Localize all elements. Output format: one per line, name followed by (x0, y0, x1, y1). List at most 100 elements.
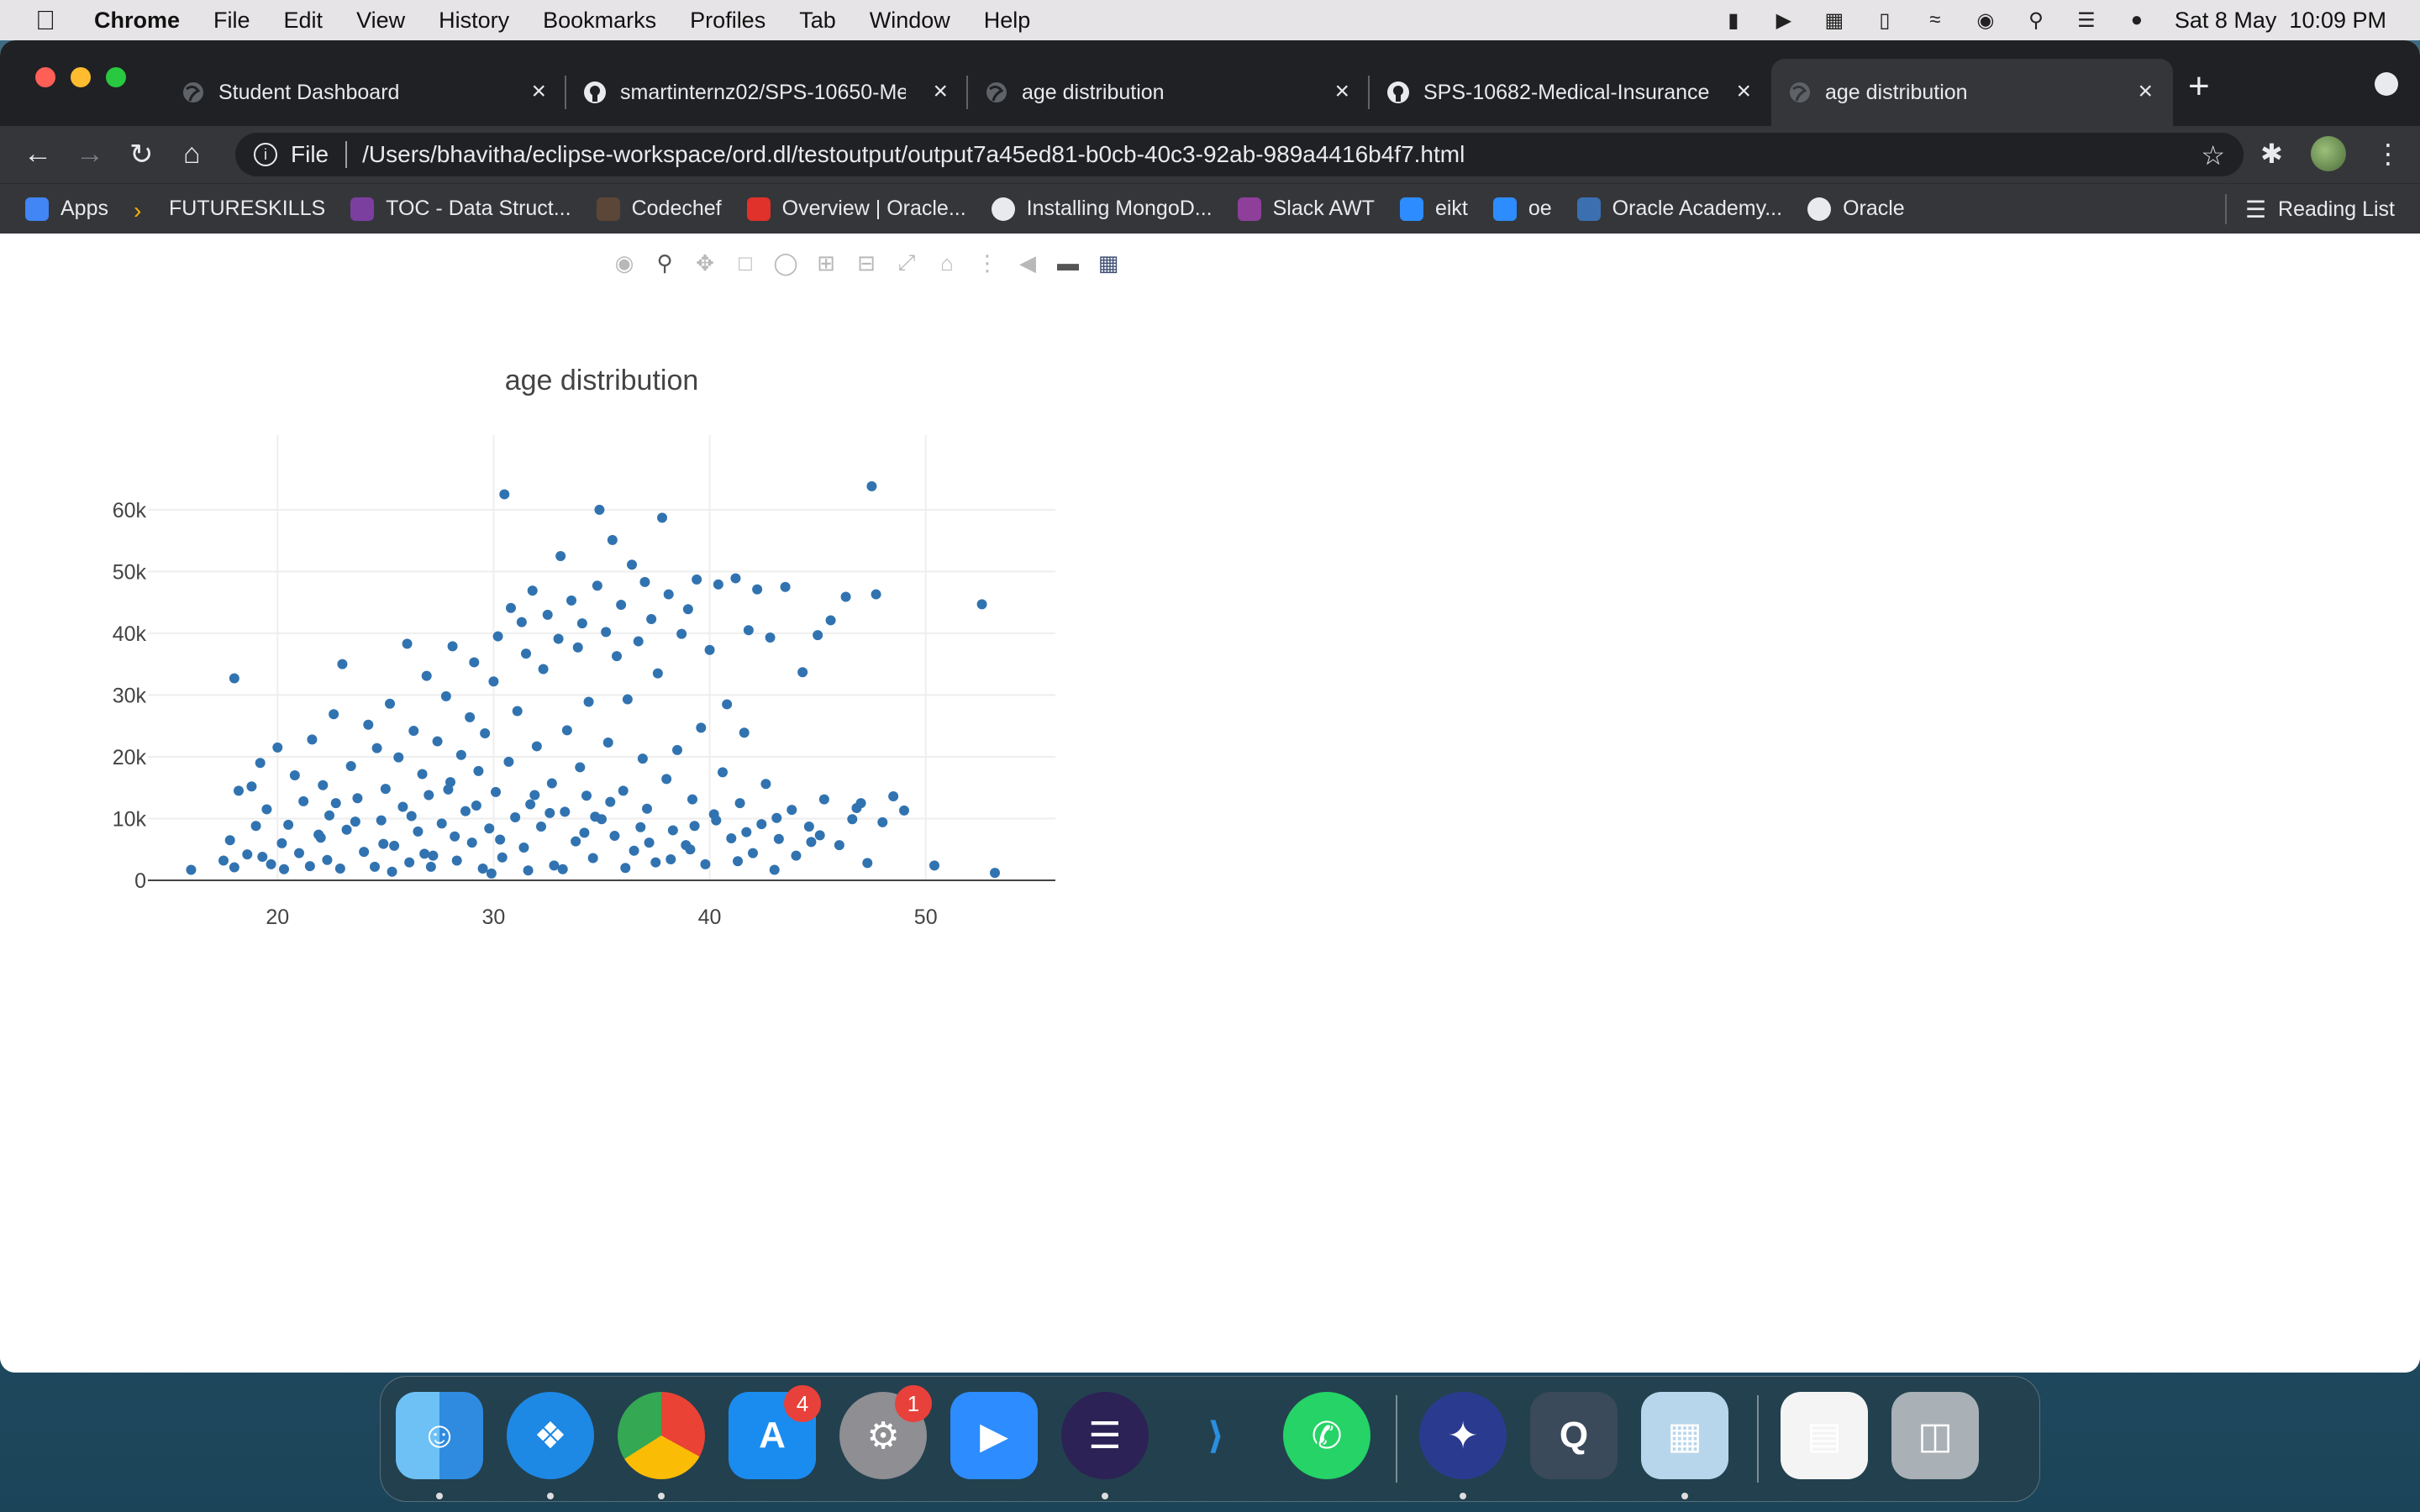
user-icon[interactable]: ◉ (1976, 8, 1995, 32)
scatter-point[interactable] (666, 854, 676, 864)
menu-window[interactable]: Window (869, 7, 950, 33)
scatter-point[interactable] (440, 690, 451, 701)
scatter-point[interactable] (818, 794, 829, 805)
scatter-point[interactable] (350, 816, 360, 827)
zoom-out-icon[interactable]: ⊟ (857, 249, 876, 276)
scatter-point[interactable] (546, 778, 557, 789)
scatter-point[interactable] (713, 579, 723, 590)
scatter-point[interactable] (840, 591, 851, 602)
scatter-point[interactable] (371, 743, 382, 753)
scatter-point[interactable] (536, 822, 546, 832)
scatter-point[interactable] (622, 694, 633, 705)
scatter-point[interactable] (506, 602, 516, 613)
scatter-point[interactable] (847, 814, 858, 825)
search-icon[interactable]: ⚲ (2028, 8, 2044, 32)
scatter-point[interactable] (639, 576, 650, 587)
scatter-point[interactable] (276, 837, 287, 848)
scatter-point[interactable] (406, 811, 417, 822)
scatter-point[interactable] (322, 854, 333, 865)
scatter-point[interactable] (583, 696, 594, 707)
scatter-point[interactable] (234, 785, 244, 796)
scatter-point[interactable] (773, 833, 784, 844)
scatter-point[interactable] (387, 866, 397, 877)
scatter-point[interactable] (609, 831, 620, 842)
scatter-point[interactable] (711, 815, 722, 826)
scatter-point[interactable] (871, 589, 881, 600)
extensions-icon[interactable]: ✱ (2260, 139, 2283, 169)
scatter-point[interactable] (404, 857, 415, 868)
scatter-point[interactable] (814, 830, 825, 841)
zoom-window-button[interactable] (106, 67, 126, 87)
scatter-point[interactable] (592, 580, 602, 591)
scatter-point[interactable] (605, 796, 616, 807)
scatter-point[interactable] (689, 821, 700, 832)
scatter-point[interactable] (363, 719, 374, 730)
scatter-point[interactable] (424, 790, 434, 801)
scatter-point[interactable] (566, 595, 576, 606)
calendar-icon[interactable]: ▦ (1824, 8, 1844, 32)
scatter-point[interactable] (186, 864, 197, 875)
tab-close-icon[interactable]: × (2138, 77, 2153, 105)
scatter-point[interactable] (618, 785, 629, 796)
scatter-point[interactable] (733, 856, 743, 867)
tab-age-distribution-1[interactable]: age distribution × (968, 59, 1370, 126)
scatter-point[interactable] (518, 843, 529, 853)
address-url[interactable]: /Users/bhavitha/eclipse-workspace/ord.dl… (362, 141, 1465, 167)
scatter-point[interactable] (402, 638, 413, 649)
tab-github-sps-10682[interactable]: SPS-10682-Medical-Insurance × (1370, 59, 1771, 126)
scatter-point[interactable] (607, 534, 618, 545)
scatter-point[interactable] (633, 636, 644, 647)
scatter-point[interactable] (385, 698, 395, 709)
scatter-point[interactable] (255, 758, 266, 769)
scatter-point[interactable] (576, 618, 587, 629)
scatter-point[interactable] (553, 633, 564, 644)
scatter-point[interactable] (752, 584, 763, 595)
scatter-point[interactable] (748, 848, 758, 858)
scatter-point[interactable] (491, 786, 501, 797)
scatter-point[interactable] (560, 806, 571, 817)
scatter-point[interactable] (590, 811, 601, 822)
back-icon[interactable]: ← (24, 138, 52, 170)
menu-history[interactable]: History (439, 7, 510, 33)
scatter-point[interactable] (594, 504, 605, 515)
scatter-point[interactable] (318, 780, 329, 790)
bookmark-eikt[interactable]: eikt (1399, 197, 1468, 221)
scatter-point[interactable] (469, 657, 480, 668)
bird-icon[interactable]: ✦ (1419, 1392, 1507, 1479)
scatter-point[interactable] (477, 864, 488, 874)
scatter-point[interactable] (616, 600, 627, 611)
hover-compare-icon[interactable]: ▬ (1057, 249, 1079, 276)
reload-icon[interactable]: ↻ (129, 139, 154, 171)
menu-bar-datetime[interactable]: Sat 8 May 10:09 PM (2174, 7, 2386, 33)
siri-icon[interactable]: ● (2130, 8, 2144, 31)
battery-icon[interactable]: ▯ (1879, 8, 1891, 32)
scatter-point[interactable] (229, 673, 239, 684)
scatter-point[interactable] (378, 838, 389, 849)
scatter-point[interactable] (635, 822, 646, 832)
scatter-point[interactable] (650, 857, 661, 868)
scatter-point[interactable] (862, 858, 873, 869)
scatter-point[interactable] (447, 641, 458, 652)
scatter-point[interactable] (601, 627, 612, 638)
menu-edit[interactable]: Edit (283, 7, 324, 33)
scatter-point[interactable] (380, 784, 391, 795)
scatter-point[interactable] (266, 858, 276, 869)
scatter-point[interactable] (497, 852, 508, 863)
scatter-point[interactable] (538, 664, 549, 675)
scatter-point[interactable] (929, 860, 939, 871)
scatter-point[interactable] (667, 825, 678, 836)
wifi-icon[interactable]: ≈ (1929, 8, 1941, 31)
scatter-point[interactable] (646, 613, 657, 624)
scatter-point[interactable] (330, 798, 341, 809)
bookmark-toc[interactable]: TOC - Data Struct... (350, 197, 571, 221)
address-bar[interactable]: i File /Users/bhavitha/eclipse-workspace… (235, 133, 2244, 176)
scatter-point[interactable] (834, 840, 844, 851)
scatter-point[interactable] (803, 822, 814, 832)
tab-search-icon[interactable] (2375, 72, 2398, 96)
scatter-point[interactable] (575, 762, 586, 773)
scatter-point[interactable] (791, 850, 802, 861)
scatter-point[interactable] (345, 760, 356, 771)
kebab-menu-icon[interactable]: ⋮ (2375, 139, 2402, 169)
display-icon[interactable]: ▮ (1728, 8, 1739, 32)
vscode-icon[interactable]: ⟩ (1207, 1415, 1225, 1457)
